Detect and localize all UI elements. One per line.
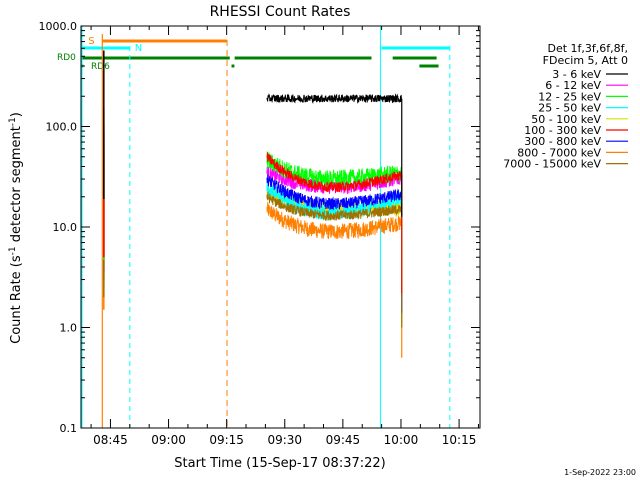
legend-header-line1: Det 1f,3f,6f,8f,	[547, 42, 628, 55]
legend-item: 800 - 7000 keV	[517, 146, 628, 159]
night-flag-label: N	[135, 43, 142, 54]
legend-item: 50 - 100 keV	[531, 113, 628, 126]
legend-item-label: 3 - 6 keV	[552, 68, 601, 81]
y-tick-label: 10.0	[53, 221, 78, 234]
y-axis-label-exp2: -1	[8, 117, 18, 126]
x-tick-label: 09:45	[326, 433, 361, 447]
x-tick-label: 10:00	[384, 433, 419, 447]
y-axis: 1000.0 100.0 10.0 1.0 0.1	[39, 20, 480, 435]
y-axis-label: Count Rate (s-1 detector segment-1)	[8, 112, 24, 344]
legend-item: 100 - 300 keV	[524, 124, 628, 137]
legend-item-label: 50 - 100 keV	[531, 113, 601, 126]
x-tick-label: 09:30	[267, 433, 302, 447]
series-line	[266, 191, 403, 222]
x-tick-label: 09:00	[151, 433, 186, 447]
x-axis-label: Start Time (15-Sep-17 08:37:22)	[174, 456, 385, 471]
y-axis-label-close: )	[9, 112, 24, 117]
legend-item-label: 100 - 300 keV	[524, 124, 601, 137]
chart-title: RHESSI Count Rates	[210, 4, 351, 20]
series-line	[266, 151, 403, 189]
series-line	[266, 152, 403, 193]
saa-flag-label: S	[88, 36, 94, 47]
y-axis-label-tail: detector segment	[9, 126, 24, 246]
y-tick-label: 1.0	[60, 322, 78, 335]
rd6-flag-label: RD6	[91, 62, 110, 72]
x-tick-label: 10:15	[442, 433, 477, 447]
series-line	[266, 93, 403, 104]
legend-item: 12 - 25 keV	[538, 90, 628, 103]
legend-item-label: 800 - 7000 keV	[517, 146, 601, 159]
legend-item: 6 - 12 keV	[545, 79, 628, 92]
footer-timestamp: 1-Sep-2022 23:00	[564, 468, 636, 477]
flags-layer: S N RD0 RD6	[57, 36, 450, 72]
legend-item: 300 - 800 keV	[524, 135, 628, 148]
legend-item-label: 300 - 800 keV	[524, 135, 601, 148]
x-tick-label: 08:45	[93, 433, 128, 447]
legend-item: 25 - 50 keV	[538, 102, 628, 115]
x-axis: 08:45 09:00 09:15 09:30 09:45 10:00 10:15	[90, 26, 479, 447]
y-tick-label: 100.0	[46, 121, 78, 134]
legend-item-label: 6 - 12 keV	[545, 79, 601, 92]
legend-item-label: 7000 - 15000 keV	[503, 158, 601, 171]
y-axis-label-group: Count Rate (s-1 detector segment-1)	[8, 112, 24, 344]
legend-item: 7000 - 15000 keV	[503, 158, 628, 171]
legend-item-label: 12 - 25 keV	[538, 90, 601, 103]
y-axis-label-exp1: -1	[8, 246, 18, 255]
y-tick-label: 1000.0	[39, 20, 78, 33]
y-axis-label-main: Count Rate (s	[9, 255, 24, 344]
legend-item-label: 25 - 50 keV	[538, 102, 601, 115]
legend-item: 3 - 6 keV	[552, 68, 628, 81]
series-line	[266, 174, 403, 210]
x-tick-label: 09:15	[209, 433, 244, 447]
data-series	[103, 50, 403, 358]
y-tick-label: 0.1	[60, 422, 78, 435]
rd0-flag-label: RD0	[57, 53, 76, 63]
series-line	[266, 201, 403, 240]
series-line	[266, 181, 403, 220]
series-group	[103, 50, 403, 217]
legend: Det 1f,3f,6f,8f, FDecim 5, Att 0 3 - 6 k…	[503, 42, 628, 171]
legend-header-line2: FDecim 5, Att 0	[543, 54, 628, 67]
